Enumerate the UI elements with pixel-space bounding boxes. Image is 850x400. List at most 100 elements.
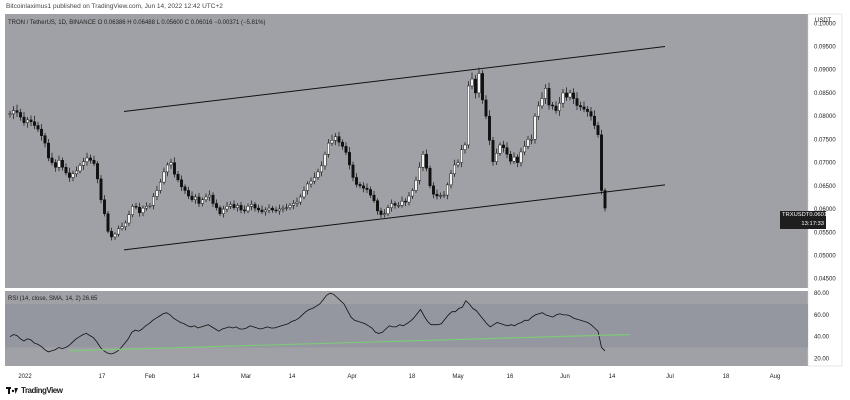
candle-body [372,194,376,201]
time-tick-label: Feb [145,374,156,380]
candle-body [99,178,103,201]
rsi-tick-label: 40.00 [814,335,830,341]
candle-body [239,205,243,211]
candle-body [194,196,197,201]
candle-body [169,162,173,166]
candle-body [250,204,253,207]
candle-body [274,209,278,212]
candle-body [404,200,407,203]
candle-body [141,207,145,214]
symbol-legend: TRON / TetherUS, 1D, BINANCE O 0.06386 H… [8,20,266,26]
candle-body [64,167,68,174]
candle-body [222,208,225,214]
candle-body [267,207,271,211]
time-tick-label: Jun [560,374,570,380]
candle-body [530,139,533,141]
candle-body [393,203,397,206]
price-tick-label: 0.09500 [814,45,836,51]
candle-body [572,92,575,99]
candle-body [131,206,134,215]
candle-body [61,160,64,168]
candle-body [600,134,603,191]
price-tick-label: 0.07500 [814,137,836,143]
candle-body [460,149,463,163]
candle-body [29,119,33,122]
time-tick-label: 16 [507,374,514,380]
candle-body [537,105,540,117]
candle-body [134,206,138,208]
candle-body [523,146,526,153]
rsi-tick-label: 20.00 [814,356,830,362]
candle-body [260,209,264,213]
candle-body [127,214,131,224]
candle-body [323,154,327,167]
candle-body [474,78,477,94]
price-tick-label: 0.06500 [814,184,836,190]
publish-line: Bitcoinlaximus1 published on TradingView… [6,3,223,10]
time-tick-label: Jul [666,374,674,380]
channel-lower-line [123,184,666,251]
candle-body [288,205,292,208]
candle-body [190,195,194,201]
candle-body [124,222,127,227]
candle-body [362,185,365,189]
candle-body [145,206,148,209]
candle-body [568,92,572,98]
time-tick-label: Mar [241,374,251,380]
candle-body [547,88,551,106]
candle-body [575,98,579,106]
candle-body [82,161,85,166]
candle-body [71,173,75,178]
candle-body [446,184,449,196]
candle-body [295,201,299,204]
candle-body [337,136,341,143]
symbol-name: TRON / TetherUS, 1D, BINANCE [8,20,96,26]
candle-body [498,144,502,154]
price-tick-label: 0.08500 [814,91,836,97]
candle-body [54,162,57,168]
time-tick-label: 18 [723,374,730,380]
candle-body [533,115,537,140]
candle-body [8,113,12,115]
candle-body [264,209,267,213]
time-tick-label: 17 [99,374,106,380]
candle-body [292,203,295,206]
candle-body [330,140,334,144]
candle-body [561,92,565,104]
publish-header: Bitcoinlaximus1 published on TradingView… [0,0,850,12]
candle-body [453,164,456,175]
candle-body [285,207,288,209]
candle-body [390,203,393,208]
candle-body [603,190,607,209]
candle-body [512,156,516,162]
candle-body [120,226,124,229]
rsi-tick-label: 60.00 [814,313,830,319]
price-tick-label: 0.09000 [814,68,836,74]
candle-body [582,106,586,110]
ohlc-values: O 0.06386 H 0.06488 L 0.05600 C 0.06016 … [97,20,266,26]
time-tick-label: 18 [409,374,416,380]
candle-body [442,194,446,197]
candle-body [92,160,96,164]
candle-body [243,209,246,212]
candle-body [456,162,460,166]
candle-body [540,98,544,107]
candle-body [344,146,348,153]
price-tick-label: 0.08000 [814,114,836,120]
candle-body [491,140,495,162]
candle-body [138,206,141,214]
candle-body [43,135,47,144]
price-tick-label: 0.10000 [814,21,836,27]
candle-body [89,157,92,161]
candle-body [225,206,229,210]
candle-body [379,210,383,215]
bar-countdown: 13:17:33 [801,221,824,227]
candle-body [558,102,561,111]
candle-body [425,154,428,169]
candle-body [470,78,474,87]
price-tick-label: 0.07000 [814,161,836,167]
candle-body [435,193,439,197]
candle-body [15,110,19,113]
candle-body [421,154,425,168]
